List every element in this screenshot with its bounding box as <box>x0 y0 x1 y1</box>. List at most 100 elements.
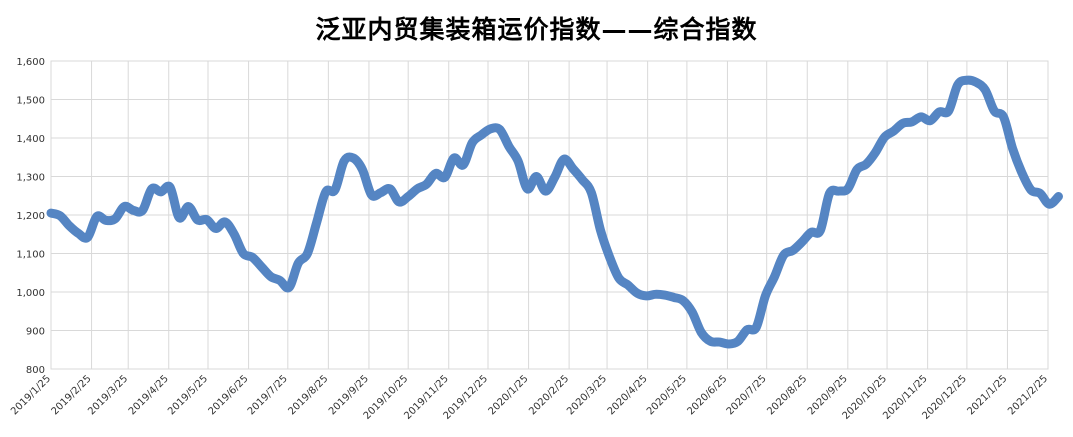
data-point <box>829 192 831 194</box>
data-point <box>435 172 437 174</box>
data-point <box>719 341 721 343</box>
x-tick-label: 2019/4/25 <box>127 373 171 417</box>
data-point <box>792 249 794 251</box>
data-point <box>1003 116 1005 118</box>
data-point <box>554 176 556 178</box>
data-point <box>462 164 464 166</box>
x-tick-label: 2019/7/25 <box>246 373 290 417</box>
data-point <box>1030 189 1032 191</box>
data-point <box>874 152 876 154</box>
data-point <box>535 176 537 178</box>
data-point <box>508 145 510 147</box>
data-point <box>563 158 565 160</box>
y-tick-label: 900 <box>26 327 45 338</box>
grid-lines <box>50 60 1049 370</box>
data-point <box>132 209 134 211</box>
data-point <box>700 331 702 333</box>
data-point <box>746 329 748 331</box>
data-point <box>59 215 61 217</box>
data-point <box>636 292 638 294</box>
data-point <box>993 110 995 112</box>
data-point <box>279 279 281 281</box>
data-point <box>306 253 308 255</box>
x-tick-label: 2020/5/25 <box>645 373 689 417</box>
data-point <box>270 276 272 278</box>
x-tick-label: 2020/4/25 <box>606 373 650 417</box>
data-point <box>581 179 583 181</box>
x-tick-label: 2020/1/25 <box>487 373 531 417</box>
data-point <box>810 231 812 233</box>
data-point <box>233 233 235 235</box>
data-point <box>77 232 79 234</box>
x-tick-label: 2019/5/25 <box>166 373 210 417</box>
data-point <box>1057 196 1059 198</box>
data-point <box>673 296 675 298</box>
data-point <box>389 188 391 190</box>
data-point <box>334 189 336 191</box>
data-point <box>371 194 373 196</box>
data-point <box>847 188 849 190</box>
x-tick-label: 2020/7/25 <box>725 373 769 417</box>
data-point <box>50 212 52 214</box>
data-point <box>426 183 428 185</box>
y-axis-ticks: 800 900 1,000 1,100 1,200 1,300 1,400 1,500 1,60… <box>16 57 45 376</box>
data-point <box>1039 192 1041 194</box>
data-point <box>728 343 730 345</box>
data-point <box>838 190 840 192</box>
data-point <box>453 157 455 159</box>
data-point <box>444 176 446 178</box>
x-tick-label: 2019/6/25 <box>207 373 251 417</box>
x-tick-label: 2021/2/25 <box>1006 373 1050 417</box>
data-point <box>545 190 547 192</box>
data-point <box>526 188 528 190</box>
data-point <box>105 219 107 221</box>
data-point <box>187 206 189 208</box>
x-tick-label: 2020/8/25 <box>765 373 809 417</box>
data-point <box>682 299 684 301</box>
data-point <box>416 188 418 190</box>
data-point <box>709 340 711 342</box>
data-point <box>160 191 162 193</box>
data-point <box>178 217 180 219</box>
data-point <box>975 81 977 83</box>
data-point <box>316 222 318 224</box>
data-point <box>893 130 895 132</box>
data-point <box>902 122 904 124</box>
y-tick-label: 1,100 <box>16 250 45 261</box>
data-point <box>480 134 482 136</box>
data-point <box>645 295 647 297</box>
data-point <box>984 89 986 91</box>
data-point <box>325 191 327 193</box>
data-point <box>151 188 153 190</box>
data-point <box>343 160 345 162</box>
data-point <box>783 254 785 256</box>
x-axis-ticks: 2019/1/252019/2/252019/3/252019/4/252019… <box>9 373 1050 422</box>
x-tick-label: 2019/3/25 <box>86 373 130 417</box>
data-point <box>197 219 199 221</box>
y-tick-label: 1,000 <box>16 288 45 299</box>
data-point <box>297 262 299 264</box>
data-point <box>123 206 125 208</box>
data-point <box>517 160 519 162</box>
y-tick-label: 1,500 <box>16 96 45 107</box>
data-point <box>774 276 776 278</box>
data-point <box>215 227 217 229</box>
data-point <box>929 120 931 122</box>
data-point <box>142 209 144 211</box>
y-tick-label: 1,600 <box>16 57 45 68</box>
data-point <box>911 121 913 123</box>
data-point <box>938 111 940 113</box>
data-point <box>288 286 290 288</box>
data-point <box>352 157 354 159</box>
data-point <box>609 256 611 258</box>
data-point <box>96 216 98 218</box>
y-tick-label: 1,200 <box>16 211 45 222</box>
index-series-line <box>46 75 1063 349</box>
data-point <box>407 196 409 198</box>
data-point <box>948 110 950 112</box>
data-point <box>600 229 602 231</box>
chart-title: 泛亚内贸集装箱运价指数——综合指数 <box>315 15 758 44</box>
data-point <box>737 340 739 342</box>
y-tick-label: 1,300 <box>16 173 45 184</box>
data-point <box>801 241 803 243</box>
